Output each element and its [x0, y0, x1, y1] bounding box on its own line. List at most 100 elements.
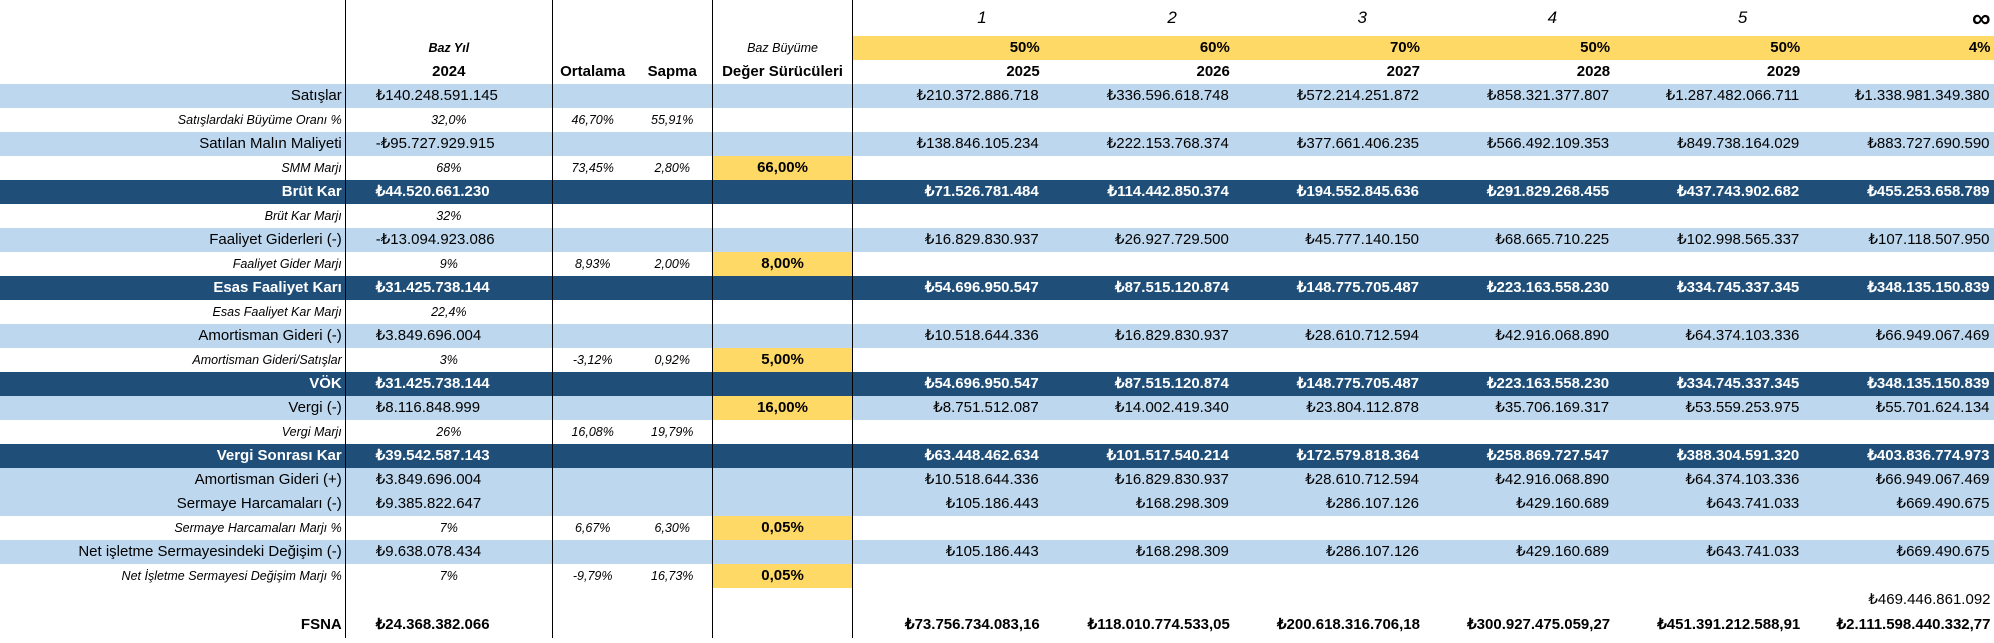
- deviation-value[interactable]: [632, 492, 713, 516]
- row-label[interactable]: Vergi (-): [0, 396, 346, 420]
- value-driver[interactable]: [711, 612, 853, 638]
- projection-value[interactable]: ₺643.741.033: [1613, 492, 1804, 516]
- deviation-value[interactable]: [632, 372, 713, 396]
- projection-value[interactable]: ₺53.559.253.975: [1613, 396, 1804, 420]
- row-label[interactable]: [0, 588, 345, 612]
- projection-value[interactable]: ₺223.163.558.230: [1423, 372, 1614, 396]
- row-label[interactable]: Satışlar: [0, 84, 346, 108]
- projection-value[interactable]: [1043, 300, 1233, 324]
- projection-value[interactable]: [1803, 516, 1993, 540]
- projection-value[interactable]: ₺455.253.658.789: [1803, 180, 1994, 204]
- base-year-value[interactable]: 68%: [344, 156, 553, 180]
- projection-value[interactable]: [1613, 516, 1803, 540]
- projection-value[interactable]: ₺54.696.950.547: [852, 276, 1043, 300]
- projection-value[interactable]: ₺26.927.729.500: [1042, 228, 1233, 252]
- average-value[interactable]: [551, 396, 633, 420]
- projection-value[interactable]: ₺118.010.774.533,05: [1087, 616, 1230, 633]
- projection-value[interactable]: [852, 108, 1043, 132]
- value-driver[interactable]: [711, 420, 853, 444]
- value-driver[interactable]: 5,00%: [711, 348, 853, 372]
- average-value[interactable]: [551, 300, 633, 324]
- average-value[interactable]: [551, 588, 633, 612]
- base-year-value[interactable]: 32,0%: [344, 108, 553, 132]
- projection-value[interactable]: [1043, 108, 1233, 132]
- average-value[interactable]: [551, 468, 633, 492]
- row-label[interactable]: Faaliyet Giderleri (-): [0, 228, 346, 252]
- projection-value[interactable]: [1803, 300, 1993, 324]
- deviation-value[interactable]: 6,30%: [654, 521, 690, 535]
- value-driver[interactable]: [711, 492, 853, 516]
- projection-value[interactable]: [852, 252, 1043, 276]
- projection-value[interactable]: ₺68.665.710.225: [1423, 228, 1614, 252]
- deviation-value[interactable]: 16,73%: [651, 569, 694, 583]
- projection-value[interactable]: ₺849.738.164.029: [1613, 132, 1804, 156]
- average-value[interactable]: [551, 132, 633, 156]
- projection-value[interactable]: [1613, 204, 1803, 228]
- projection-value[interactable]: [1613, 156, 1803, 180]
- average-value[interactable]: 73,45%: [551, 156, 633, 180]
- projection-value[interactable]: ₺429.160.689: [1423, 492, 1614, 516]
- row-label[interactable]: Vergi Marjı: [281, 425, 342, 439]
- value-driver[interactable]: [711, 324, 853, 348]
- projection-value[interactable]: ₺45.777.140.150: [1232, 228, 1423, 252]
- projection-value[interactable]: ₺16.829.830.937: [852, 228, 1043, 252]
- projection-value[interactable]: ₺572.214.251.872: [1232, 84, 1423, 108]
- projection-value[interactable]: ₺71.526.781.484: [852, 180, 1043, 204]
- deviation-value[interactable]: 55,91%: [651, 113, 694, 127]
- deviation-value[interactable]: [632, 204, 712, 228]
- average-value[interactable]: [551, 612, 633, 638]
- value-driver[interactable]: [711, 84, 853, 108]
- deviation-value[interactable]: [632, 588, 712, 612]
- base-year-value[interactable]: -₺13.094.923.086: [344, 228, 553, 252]
- average-value[interactable]: [551, 492, 633, 516]
- projection-value[interactable]: [1233, 420, 1423, 444]
- projection-value[interactable]: [1423, 108, 1613, 132]
- projection-value[interactable]: [1803, 156, 1993, 180]
- base-year-value[interactable]: 7%: [344, 564, 553, 588]
- average-value[interactable]: [551, 540, 633, 564]
- projection-value[interactable]: [1613, 252, 1803, 276]
- deviation-value[interactable]: 2,80%: [654, 161, 690, 175]
- projection-value[interactable]: ₺210.372.886.718: [852, 84, 1043, 108]
- deviation-value[interactable]: [632, 396, 713, 420]
- projection-value[interactable]: [1423, 588, 1613, 612]
- row-label[interactable]: Net İşletme Sermayesi Değişim Marjı %: [121, 569, 342, 583]
- projection-value[interactable]: ₺388.304.591.320: [1613, 444, 1804, 468]
- projection-value[interactable]: ₺286.107.126: [1232, 492, 1423, 516]
- projection-value[interactable]: ₺348.135.150.839: [1803, 276, 1994, 300]
- deviation-value[interactable]: [632, 540, 713, 564]
- projection-value[interactable]: ₺28.610.712.594: [1232, 468, 1423, 492]
- value-driver[interactable]: 16,00%: [711, 396, 853, 420]
- projection-value[interactable]: ₺883.727.690.590: [1803, 132, 1994, 156]
- average-value[interactable]: [551, 228, 633, 252]
- average-value[interactable]: -3,12%: [551, 348, 633, 372]
- projection-value[interactable]: [852, 516, 1043, 540]
- projection-value[interactable]: [1803, 420, 1993, 444]
- base-year-value[interactable]: 3%: [344, 348, 553, 372]
- value-driver[interactable]: [711, 228, 853, 252]
- row-label[interactable]: Sermaye Harcamaları (-): [0, 492, 346, 516]
- row-label[interactable]: Satılan Malın Maliyeti: [0, 132, 346, 156]
- projection-value[interactable]: ₺138.846.105.234: [852, 132, 1043, 156]
- base-year-value[interactable]: [344, 588, 553, 612]
- projection-value[interactable]: ₺101.517.540.214: [1042, 444, 1233, 468]
- projection-value[interactable]: [1423, 564, 1613, 588]
- projection-value[interactable]: [1043, 348, 1233, 372]
- projection-value[interactable]: ₺55.701.624.134: [1803, 396, 1994, 420]
- projection-value[interactable]: ₺63.448.462.634: [852, 444, 1043, 468]
- deviation-value[interactable]: [632, 468, 713, 492]
- deviation-value[interactable]: [632, 612, 712, 638]
- projection-value[interactable]: ₺8.751.512.087: [852, 396, 1043, 420]
- average-value[interactable]: 16,08%: [551, 420, 633, 444]
- projection-value[interactable]: ₺222.153.768.374: [1042, 132, 1233, 156]
- base-year-value[interactable]: ₺31.425.738.144: [344, 372, 553, 396]
- projection-value[interactable]: [1423, 300, 1613, 324]
- value-driver[interactable]: [711, 468, 853, 492]
- average-value[interactable]: [551, 372, 633, 396]
- projection-value[interactable]: ₺35.706.169.317: [1423, 396, 1614, 420]
- projection-value[interactable]: [1233, 108, 1423, 132]
- base-year-value[interactable]: 26%: [344, 420, 553, 444]
- projection-value[interactable]: ₺451.391.212.588,91: [1657, 616, 1801, 633]
- value-driver[interactable]: [711, 372, 853, 396]
- projection-value[interactable]: ₺168.298.309: [1042, 540, 1233, 564]
